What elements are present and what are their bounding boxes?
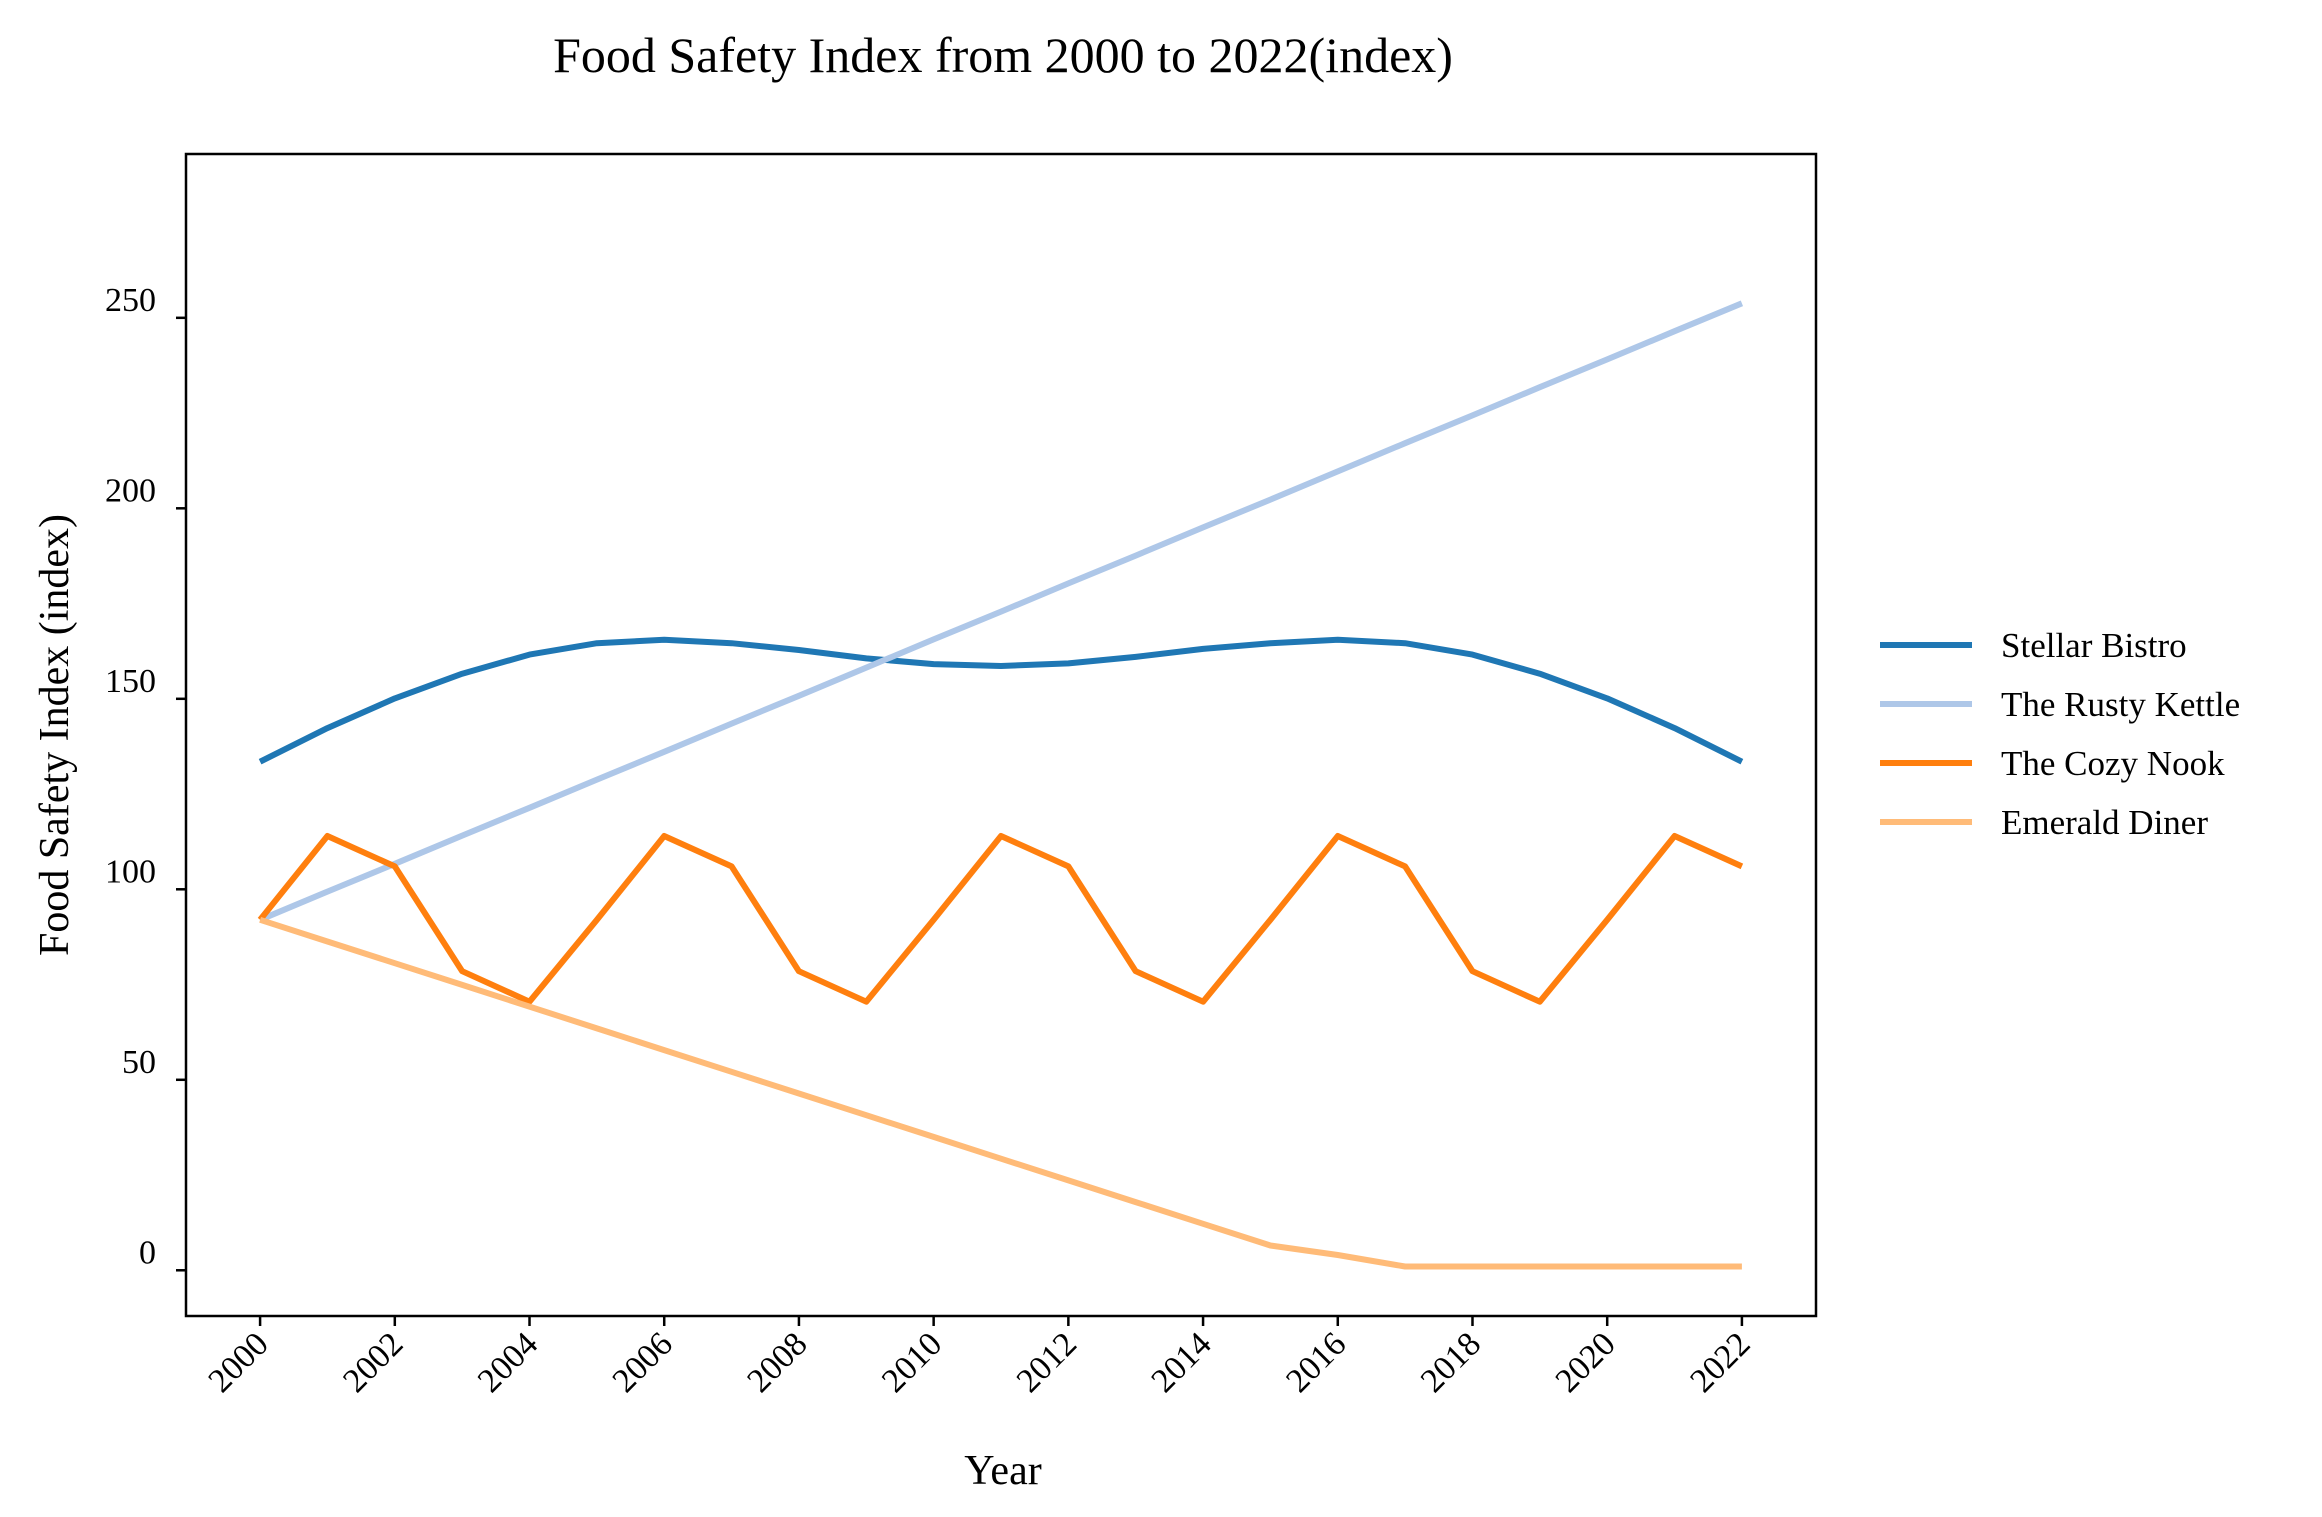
legend-label-2: The Cozy Nook	[2001, 744, 2225, 783]
x-tick-label: 2010	[875, 1325, 949, 1399]
x-tick-label: 2000	[202, 1325, 276, 1399]
x-tick-label: 2006	[606, 1325, 680, 1399]
x-tick-label: 2016	[1279, 1325, 1353, 1399]
y-tick-label: 0	[139, 1234, 156, 1271]
series-line-3	[259, 916, 1742, 1270]
x-tick-label: 2014	[1144, 1325, 1218, 1399]
x-tick-label: 2012	[1010, 1325, 1084, 1399]
legend-label-1: The Rusty Kettle	[2001, 685, 2240, 724]
x-tick-label: 2004	[471, 1325, 545, 1399]
series-line-0	[258, 636, 1744, 765]
y-tick-label: 50	[122, 1044, 156, 1081]
x-tick-label: 2022	[1683, 1325, 1757, 1399]
x-tick-label: 2020	[1549, 1325, 1623, 1399]
y-tick-label: 150	[105, 663, 156, 700]
series-line-1	[258, 300, 1744, 923]
y-axis-label: Food Safety Index (index)	[32, 514, 78, 956]
legend-label-3: Emerald Diner	[2001, 803, 2208, 842]
series-line-2	[257, 833, 1744, 1005]
x-axis: 2000 2002 2004 2006 2008 2010 2012 2014 2016 2018…	[202, 1316, 1758, 1400]
plot-lines	[257, 300, 1744, 1270]
y-tick-label: 100	[105, 853, 156, 890]
x-axis-label: Year	[964, 1448, 1041, 1494]
chart-title: Food Safety Index from 2000 to 2022(inde…	[553, 27, 1453, 83]
y-tick-label: 200	[105, 472, 156, 509]
legend-label-0: Stellar Bistro	[2001, 626, 2187, 665]
y-axis: 0 50 100 150 200 250	[105, 282, 186, 1272]
x-tick-label: 2018	[1414, 1325, 1488, 1399]
legend: Stellar Bistro The Rusty Kettle The Cozy N…	[1880, 626, 2240, 842]
y-tick-label: 250	[105, 282, 156, 319]
x-tick-label: 2008	[740, 1325, 814, 1399]
x-tick-label: 2002	[336, 1325, 410, 1399]
plot-frame	[184, 152, 1818, 1318]
